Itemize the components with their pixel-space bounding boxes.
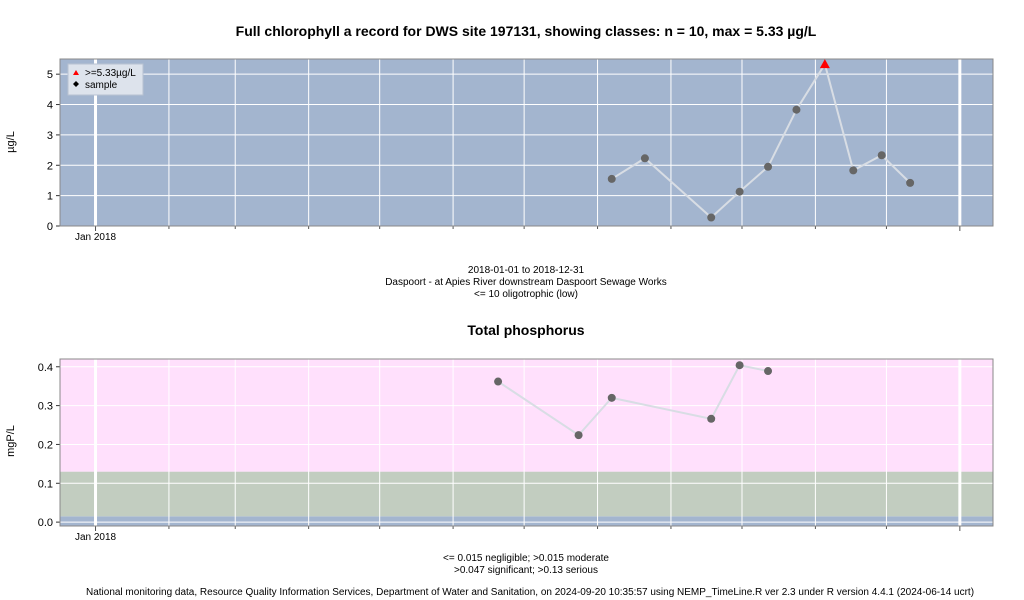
y-tick-label: 0.4 bbox=[38, 362, 53, 374]
data-point bbox=[764, 367, 773, 376]
data-point bbox=[707, 213, 716, 222]
data-point bbox=[494, 377, 503, 386]
chart2-y-axis-label: mgP/L bbox=[5, 425, 17, 457]
chart1-plot-area: 0 1 2 3 4 5 Jan 2018 bbox=[47, 58, 994, 243]
chart1-footer-line-3: <= 10 oligotrophic (low) bbox=[474, 289, 578, 300]
data-point bbox=[574, 431, 583, 440]
plot-background bbox=[60, 59, 993, 226]
plot-frame bbox=[59, 58, 994, 227]
data-point bbox=[792, 105, 801, 114]
data-point bbox=[707, 414, 716, 423]
chart2-footer-line-2: >0.047 significant; >0.13 serious bbox=[454, 565, 598, 576]
legend-sample-label: sample bbox=[85, 80, 118, 91]
legend-box bbox=[67, 63, 144, 96]
y-tick-label: 5 bbox=[47, 69, 53, 81]
y-tick-label: 0 bbox=[47, 221, 53, 233]
chart2-title: Total phosphorus bbox=[467, 322, 584, 338]
y-tick-label: 0.1 bbox=[38, 478, 53, 490]
y-tick-label: 3 bbox=[47, 130, 53, 142]
legend-threshold-label: >=5.33µg/L bbox=[85, 68, 136, 79]
legend-threshold-marker bbox=[73, 70, 79, 75]
data-point bbox=[607, 174, 616, 183]
chart1-footer-line-1: 2018-01-01 to 2018-12-31 bbox=[468, 265, 585, 276]
data-point bbox=[735, 187, 744, 196]
data-point bbox=[607, 393, 616, 402]
series-line bbox=[497, 364, 769, 437]
chart2-plot-area: 0.0 0.1 0.2 0.3 0.4 Jan 2018 bbox=[38, 358, 994, 543]
band-2 bbox=[60, 359, 993, 472]
data-point-threshold bbox=[819, 59, 830, 69]
y-tick-label: 4 bbox=[47, 100, 53, 112]
plot-frame bbox=[59, 358, 994, 527]
data-point bbox=[906, 178, 915, 187]
data-point bbox=[764, 162, 773, 171]
y-tick-label: 1 bbox=[47, 191, 53, 203]
band-1 bbox=[60, 471, 993, 517]
data-point bbox=[640, 154, 649, 163]
chart1-title: Full chlorophyll a record for DWS site 1… bbox=[236, 23, 817, 39]
y-tick-label: 0.0 bbox=[38, 517, 53, 529]
data-point bbox=[735, 361, 744, 370]
chart1-legend: >=5.33µg/L sample bbox=[67, 63, 144, 96]
credit-line: National monitoring data, Resource Quali… bbox=[86, 587, 974, 598]
chart2-footer-line-1: <= 0.015 negligible; >0.015 moderate bbox=[443, 553, 609, 564]
x-tick-label: Jan 2018 bbox=[75, 232, 117, 243]
y-tick-label: 2 bbox=[47, 160, 53, 172]
data-point bbox=[849, 166, 858, 175]
legend-sample-marker bbox=[73, 81, 79, 87]
data-point bbox=[877, 151, 886, 160]
x-tick-label: Jan 2018 bbox=[75, 532, 117, 543]
chart1-footer-line-2: Daspoort - at Apies River downstream Das… bbox=[385, 277, 667, 288]
band-0 bbox=[60, 516, 993, 526]
chart1-y-axis-label: µg/L bbox=[5, 131, 17, 153]
y-tick-label: 0.3 bbox=[38, 401, 53, 413]
series-line bbox=[611, 61, 911, 219]
y-tick-label: 0.2 bbox=[38, 439, 53, 451]
